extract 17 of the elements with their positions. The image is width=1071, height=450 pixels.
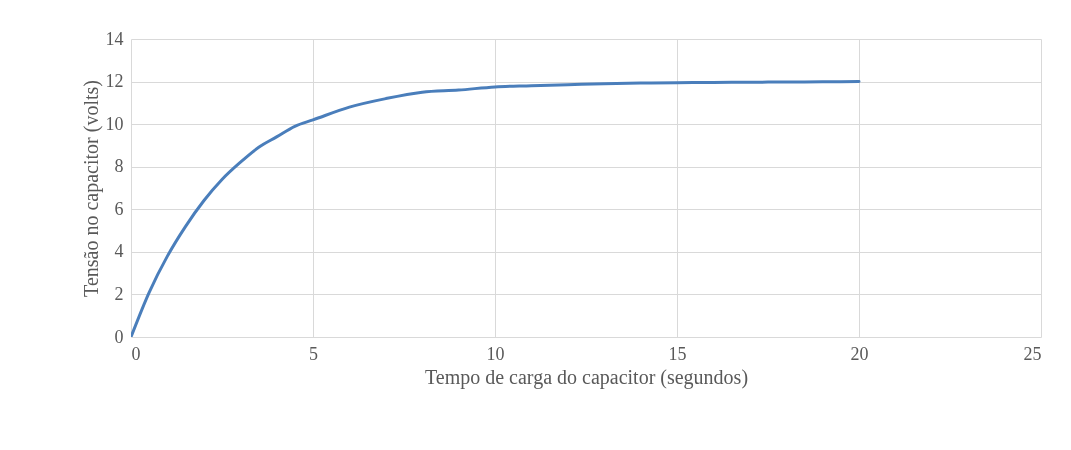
- y-tick-label: 4: [114, 241, 124, 262]
- x-tick-label: 15: [668, 343, 687, 364]
- y-tick-label: 8: [114, 156, 124, 177]
- x-axis-title: Tempo de carga do capacitor (segundos): [424, 365, 749, 389]
- x-tick-label: 5: [309, 343, 318, 364]
- x-tick-label: 10: [486, 343, 505, 364]
- y-tick-label: 10: [105, 113, 124, 134]
- x-tick-label: 0: [131, 343, 141, 364]
- x-tick-label: 20: [850, 343, 869, 364]
- x-tick-label: 25: [1023, 343, 1042, 364]
- y-tick-label: 14: [105, 28, 124, 49]
- y-tick-label: 12: [105, 71, 124, 92]
- y-tick-label: 6: [114, 198, 124, 219]
- line-series: [131, 80, 861, 337]
- y-axis-title: Tensão no capacitor (volts): [79, 80, 103, 297]
- y-tick-label: 0: [114, 326, 124, 347]
- y-tick-label: 2: [114, 283, 124, 304]
